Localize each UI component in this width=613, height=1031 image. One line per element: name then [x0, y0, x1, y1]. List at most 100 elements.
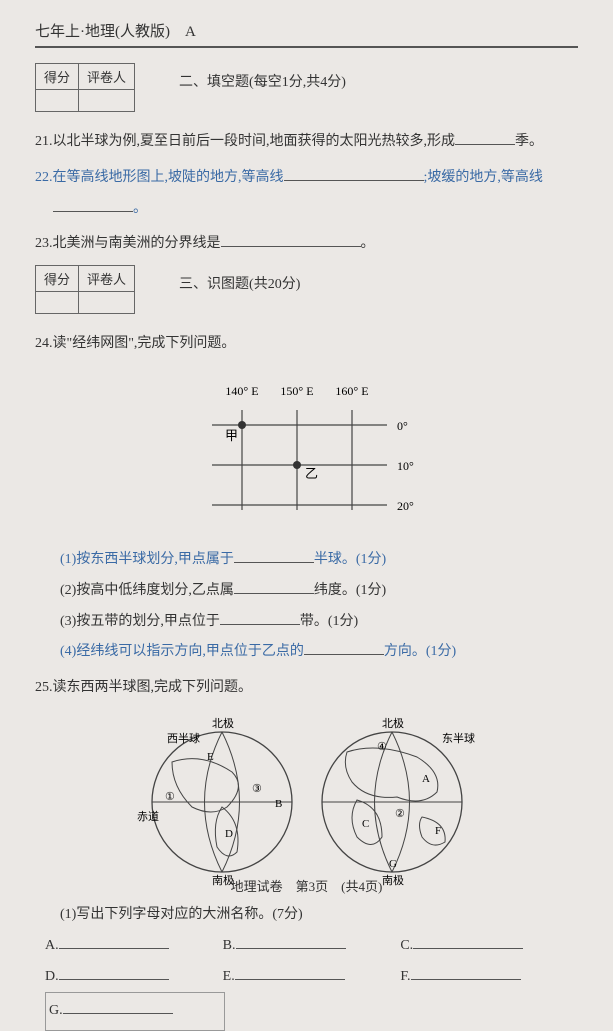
- letter-E: E: [207, 751, 214, 763]
- section-2-wrap: 得分 评卷人 二、填空题(每空1分,共4分): [35, 63, 578, 122]
- label-d: D.: [45, 969, 59, 984]
- north-label-1: 北极: [212, 716, 234, 730]
- question-22: 22.在等高线地形图上,坡陡的地方,等高线;坡缓的地方,等高线。: [35, 163, 578, 225]
- q24-s3-blank[interactable]: [220, 609, 300, 625]
- blank-a[interactable]: [59, 933, 169, 949]
- latlon-grid-diagram: 140° E 150° E 160° E 0° 10° 20° 甲 乙: [35, 370, 578, 530]
- answer-row-2: D. E. F.: [45, 962, 578, 993]
- q24-sub1: (1)按东西半球划分,甲点属于 半球。(1分): [60, 545, 578, 576]
- q22-blank2[interactable]: [53, 196, 133, 212]
- lon-label-2: 160° E: [335, 384, 368, 398]
- q21-text2: 季。: [515, 134, 543, 149]
- blank-e[interactable]: [235, 964, 345, 980]
- q24-s1b: 半球。(1分): [314, 552, 386, 567]
- q22-text3: 。: [133, 201, 147, 216]
- label-e: E.: [223, 969, 235, 984]
- q24-s1-blank[interactable]: [234, 547, 314, 563]
- question-25: 25.读东西两半球图,完成下列问题。: [35, 673, 578, 704]
- blank-c[interactable]: [413, 933, 523, 949]
- score-cell[interactable]: [36, 90, 79, 112]
- label-g: G.: [49, 1003, 63, 1018]
- q24-s3a: (3)按五带的划分,甲点位于: [60, 614, 220, 629]
- q24-sub3: (3)按五带的划分,甲点位于 带。(1分): [60, 607, 578, 638]
- blank-g[interactable]: [63, 998, 173, 1014]
- point-yi: [293, 461, 301, 469]
- lat-label-0: 0°: [397, 419, 408, 433]
- q22-text1: 在等高线地形图上,坡陡的地方,等高线: [53, 170, 284, 185]
- letter-D: D: [225, 828, 233, 840]
- lon-label-1: 150° E: [280, 384, 313, 398]
- q24-s4a: (4)经纬线可以指示方向,甲点位于乙点的: [60, 644, 304, 659]
- page-footer: 地理试卷 第3页 (共4页): [0, 876, 613, 895]
- q25-num: 25.: [35, 680, 53, 695]
- circle-3: ③: [252, 783, 262, 795]
- q23-text1: 北美洲与南美洲的分界线是: [53, 236, 221, 251]
- answer-row-3: G.: [45, 992, 578, 1031]
- letter-G: G: [389, 858, 397, 870]
- north-label-2: 北极: [382, 716, 404, 730]
- grader-cell[interactable]: [79, 90, 135, 112]
- q24-sub2: (2)按高中低纬度划分,乙点属 纬度。(1分): [60, 576, 578, 607]
- answer-row-1: A. B. C.: [45, 931, 578, 962]
- q24-s1a: (1)按东西半球划分,甲点属于: [60, 552, 234, 567]
- lon-label-0: 140° E: [225, 384, 258, 398]
- q21-text1: 以北半球为例,夏至日前后一段时间,地面获得的太阳光热较多,形成: [53, 134, 456, 149]
- footer-text: 地理试卷 第3页 (共4页): [231, 879, 383, 894]
- grader-cell-2[interactable]: [79, 292, 135, 314]
- section-3-wrap: 得分 评卷人 三、识图题(共20分): [35, 265, 578, 324]
- label-yi: 乙: [305, 466, 318, 481]
- q24-s3b: 带。(1分): [300, 614, 358, 629]
- equator-label: 赤道: [137, 809, 159, 823]
- grader-label-2: 评卷人: [79, 266, 135, 292]
- west-label: 西半球: [167, 731, 200, 745]
- q25-text: 读东西两半球图,完成下列问题。: [53, 680, 253, 695]
- hemisphere-svg: 西半球 北极 南极 赤道 E ① ③ D B 东半球 北极 南极 ④ A ② C: [127, 712, 487, 887]
- q24-s2b: 纬度。(1分): [314, 583, 386, 598]
- west-hemisphere: 西半球 北极 南极 赤道 E ① ③ D B: [137, 716, 292, 887]
- q23-text2: 。: [361, 236, 375, 251]
- q21-num: 21.: [35, 134, 53, 149]
- label-f: F.: [400, 969, 410, 984]
- q23-blank[interactable]: [221, 231, 361, 247]
- q22-blank1[interactable]: [284, 165, 424, 181]
- point-jia: [238, 421, 246, 429]
- label-b: B.: [223, 938, 236, 953]
- q24-s2-blank[interactable]: [234, 578, 314, 594]
- q21-blank[interactable]: [455, 129, 515, 145]
- question-21: 21.以北半球为例,夏至日前后一段时间,地面获得的太阳光热较多,形成 季。: [35, 127, 578, 158]
- question-23: 23.北美洲与南美洲的分界线是 。: [35, 229, 578, 260]
- section-3-title: 三、识图题(共20分): [179, 273, 300, 293]
- blank-f[interactable]: [411, 964, 521, 980]
- east-label: 东半球: [442, 731, 475, 745]
- circle-4: ④: [377, 741, 387, 753]
- score-cell-2[interactable]: [36, 292, 79, 314]
- lat-label-2: 20°: [397, 499, 414, 513]
- q24-sub4: (4)经纬线可以指示方向,甲点位于乙点的 方向。(1分): [60, 637, 578, 668]
- grader-label: 评卷人: [79, 64, 135, 90]
- grid-svg: 140° E 150° E 160° E 0° 10° 20° 甲 乙: [187, 370, 427, 525]
- score-label-2: 得分: [36, 266, 79, 292]
- q24-s2a: (2)按高中低纬度划分,乙点属: [60, 583, 234, 598]
- label-a: A.: [45, 938, 59, 953]
- letter-B: B: [275, 798, 282, 810]
- label-c: C.: [400, 938, 413, 953]
- question-24: 24.读"经纬网图",完成下列问题。: [35, 329, 578, 360]
- letter-F: F: [435, 825, 441, 837]
- q23-num: 23.: [35, 236, 53, 251]
- blank-d[interactable]: [59, 964, 169, 980]
- q24-s4b: 方向。(1分): [384, 644, 456, 659]
- score-label: 得分: [36, 64, 79, 90]
- q22-text2: ;坡缓的地方,等高线: [424, 170, 543, 185]
- letter-C: C: [362, 818, 369, 830]
- hemisphere-diagram: 西半球 北极 南极 赤道 E ① ③ D B 东半球 北极 南极 ④ A ② C: [35, 712, 578, 892]
- section-2-title: 二、填空题(每空1分,共4分): [179, 71, 346, 91]
- page-header: 七年上·地理(人教版) A: [35, 20, 578, 48]
- circle-2: ②: [395, 808, 405, 820]
- blank-b[interactable]: [236, 933, 346, 949]
- q24-s4-blank[interactable]: [304, 639, 384, 655]
- lat-label-1: 10°: [397, 459, 414, 473]
- circle-1: ①: [165, 791, 175, 803]
- score-table-1: 得分 评卷人: [35, 63, 135, 112]
- header-text: 七年上·地理(人教版) A: [35, 24, 196, 40]
- q24-text: 读"经纬网图",完成下列问题。: [53, 336, 236, 351]
